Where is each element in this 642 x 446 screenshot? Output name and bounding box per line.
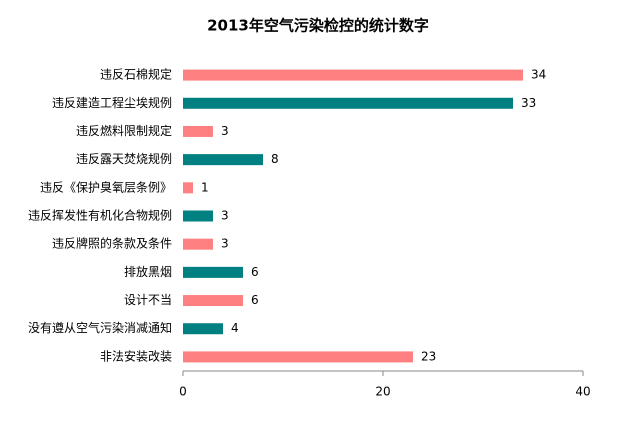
data-label: 6 (251, 293, 259, 307)
data-label: 33 (521, 96, 536, 110)
y-tick-label: 违反燃料限制规定 (76, 123, 172, 138)
y-tick-label: 没有遵从空气污染消减通知 (28, 320, 172, 335)
bar (183, 69, 523, 81)
bar (183, 351, 413, 363)
bar (183, 238, 213, 250)
data-label: 3 (221, 124, 229, 138)
y-tick-label: 违反石棉规定 (100, 67, 172, 82)
bar (183, 323, 223, 335)
x-tick-label: 0 (179, 385, 187, 399)
data-label: 6 (251, 265, 259, 279)
data-label: 1 (201, 180, 209, 194)
bar (183, 182, 193, 194)
y-tick-label: 违反牌照的条款及条件 (52, 236, 172, 251)
data-label: 3 (221, 209, 229, 223)
data-label: 34 (531, 68, 546, 82)
chart-title: 2013年空气污染检控的统计数字 (207, 17, 429, 35)
bar (183, 266, 243, 278)
data-label: 3 (221, 237, 229, 251)
y-tick-label: 设计不当 (124, 293, 172, 307)
x-tick-label: 20 (375, 385, 390, 399)
bar (183, 154, 263, 166)
data-label: 4 (231, 321, 239, 335)
bar (183, 210, 213, 222)
bar (183, 125, 213, 137)
y-tick-label: 排放黑烟 (124, 264, 172, 279)
bar (183, 97, 513, 109)
y-tick-label: 违反建造工程尘埃规例 (52, 95, 172, 110)
y-tick-label: 违反挥发性有机化合物规例 (28, 208, 172, 223)
data-label: 23 (421, 349, 436, 363)
data-label: 8 (271, 152, 279, 166)
bar (183, 295, 243, 307)
x-tick-label: 40 (575, 385, 590, 399)
y-tick-label: 非法安装改装 (100, 348, 172, 363)
y-tick-label: 违反《保护臭氧层条例》 (40, 179, 172, 194)
y-tick-label: 违反露天焚烧规例 (76, 151, 172, 166)
